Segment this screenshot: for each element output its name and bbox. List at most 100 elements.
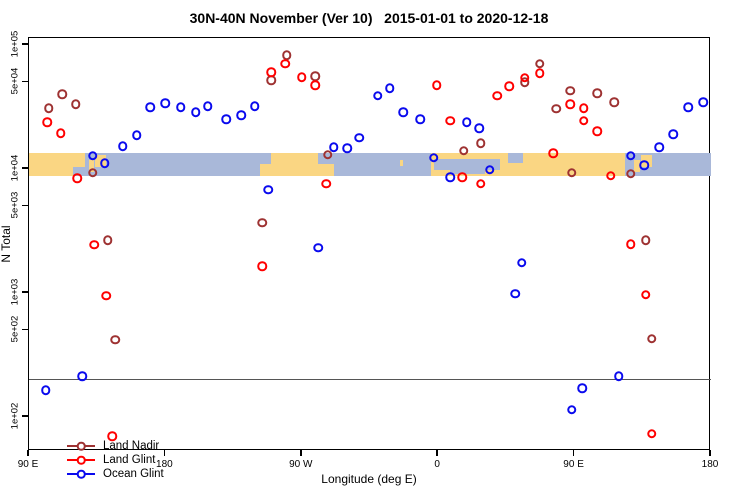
data-point-ocean-glint bbox=[654, 142, 665, 152]
data-point-ocean-glint bbox=[698, 97, 709, 107]
data-point-land-glint bbox=[280, 59, 290, 69]
y-tick-mark bbox=[22, 43, 28, 45]
y-tick-mark bbox=[22, 167, 28, 169]
plot-area: Land Nadir Land Glint Ocean Glint bbox=[28, 37, 711, 480]
data-point-ocean-glint bbox=[484, 165, 495, 175]
x-tick-mark bbox=[163, 450, 166, 456]
data-point-land-nadir bbox=[110, 335, 121, 345]
legend-row: Land Glint bbox=[67, 453, 164, 467]
data-point-land-nadir bbox=[625, 169, 636, 179]
legend-circle-icon bbox=[76, 441, 86, 451]
data-point-land-glint bbox=[578, 116, 589, 126]
data-point-land-glint bbox=[492, 91, 503, 101]
y-tick-label: 5e+03 bbox=[9, 191, 21, 219]
data-point-land-glint bbox=[42, 117, 52, 127]
data-point-land-nadir bbox=[609, 97, 619, 107]
data-point-land-nadir bbox=[647, 334, 657, 344]
data-point-land-glint bbox=[641, 290, 651, 300]
x-tick-mark bbox=[27, 450, 29, 456]
map-ocean-patch bbox=[507, 153, 524, 164]
data-point-land-glint bbox=[431, 80, 442, 90]
legend-label: Ocean Glint bbox=[103, 468, 164, 480]
data-point-ocean-glint bbox=[668, 129, 678, 139]
data-point-ocean-glint bbox=[613, 371, 624, 381]
data-point-land-glint bbox=[519, 73, 530, 83]
data-point-ocean-glint bbox=[175, 102, 186, 112]
data-point-land-glint bbox=[101, 291, 112, 301]
data-point-land-nadir bbox=[641, 235, 651, 245]
data-point-land-glint bbox=[266, 67, 277, 77]
y-tick-mark bbox=[22, 291, 28, 293]
data-point-land-nadir bbox=[565, 86, 575, 96]
data-point-land-glint bbox=[107, 431, 118, 441]
y-tick-mark bbox=[22, 328, 28, 331]
data-point-ocean-glint bbox=[328, 142, 339, 152]
data-point-land-nadir bbox=[87, 168, 98, 178]
legend-marker-icon bbox=[67, 453, 95, 467]
data-point-ocean-glint bbox=[131, 130, 142, 140]
map-ocean-patch bbox=[434, 159, 501, 170]
x-tick-mark bbox=[572, 450, 575, 456]
y-tick-label: 1e+04 bbox=[9, 154, 21, 182]
data-point-ocean-glint bbox=[190, 107, 201, 117]
legend-row: Land Nadir bbox=[67, 439, 164, 453]
y-tick-label: 1e+02 bbox=[9, 402, 21, 430]
x-tick-mark bbox=[709, 450, 711, 456]
x-tick-label: 180 bbox=[156, 459, 173, 470]
data-point-land-glint bbox=[625, 239, 636, 249]
legend-label: Land Glint bbox=[103, 454, 156, 466]
data-point-land-nadir bbox=[281, 50, 292, 60]
data-point-land-glint bbox=[445, 116, 456, 126]
data-point-ocean-glint bbox=[77, 371, 87, 381]
x-tick-label: 180 bbox=[701, 459, 719, 470]
data-point-land-glint bbox=[297, 72, 307, 82]
data-point-land-glint bbox=[457, 172, 468, 182]
data-point-ocean-glint bbox=[203, 101, 213, 111]
data-point-land-glint bbox=[475, 179, 486, 189]
legend-circle-icon bbox=[76, 469, 86, 479]
data-point-land-nadir bbox=[475, 138, 486, 148]
data-point-ocean-glint bbox=[250, 101, 260, 111]
data-point-land-nadir bbox=[592, 88, 603, 98]
data-point-land-glint bbox=[606, 171, 616, 181]
data-point-land-nadir bbox=[103, 235, 113, 245]
y-tick-mark bbox=[22, 204, 28, 207]
y-tick-label: 1e+03 bbox=[9, 278, 21, 306]
data-point-ocean-glint bbox=[87, 151, 98, 161]
data-point-land-glint bbox=[72, 173, 83, 183]
data-point-ocean-glint bbox=[398, 107, 409, 117]
x-axis-label: Longitude (deg E) bbox=[321, 472, 417, 486]
x-tick-mark bbox=[300, 450, 302, 456]
data-point-ocean-glint bbox=[221, 114, 231, 124]
map-land-patch bbox=[29, 153, 86, 176]
map-land-patch bbox=[634, 159, 640, 173]
x-tick-label: 90 E bbox=[17, 459, 39, 470]
y-tick-label: 1e+05 bbox=[9, 30, 21, 58]
data-point-ocean-glint bbox=[145, 102, 155, 112]
legend-row: Ocean Glint bbox=[67, 467, 164, 481]
y-tick-mark bbox=[22, 80, 28, 83]
data-point-land-glint bbox=[321, 179, 331, 189]
data-point-land-glint bbox=[310, 80, 321, 90]
data-point-ocean-glint bbox=[639, 160, 650, 170]
data-point-ocean-glint bbox=[445, 172, 456, 182]
x-tick-label: 90 W bbox=[289, 459, 313, 470]
data-point-ocean-glint bbox=[474, 123, 484, 133]
data-point-land-nadir bbox=[71, 99, 81, 109]
data-point-ocean-glint bbox=[236, 110, 246, 120]
data-point-land-nadir bbox=[566, 168, 577, 178]
data-point-ocean-glint bbox=[566, 405, 577, 415]
data-point-land-glint bbox=[257, 261, 268, 271]
data-point-ocean-glint bbox=[510, 289, 521, 299]
data-point-land-glint bbox=[548, 148, 559, 158]
data-point-ocean-glint bbox=[342, 143, 353, 153]
data-point-land-glint bbox=[647, 429, 657, 439]
data-point-ocean-glint bbox=[313, 243, 324, 253]
data-point-ocean-glint bbox=[160, 98, 171, 108]
map-land-patch bbox=[399, 159, 403, 166]
data-point-ocean-glint bbox=[118, 141, 128, 151]
legend: Land Nadir Land Glint Ocean Glint bbox=[67, 439, 164, 481]
data-point-ocean-glint bbox=[263, 185, 274, 195]
data-point-ocean-glint bbox=[625, 151, 636, 161]
data-point-ocean-glint bbox=[516, 258, 527, 268]
